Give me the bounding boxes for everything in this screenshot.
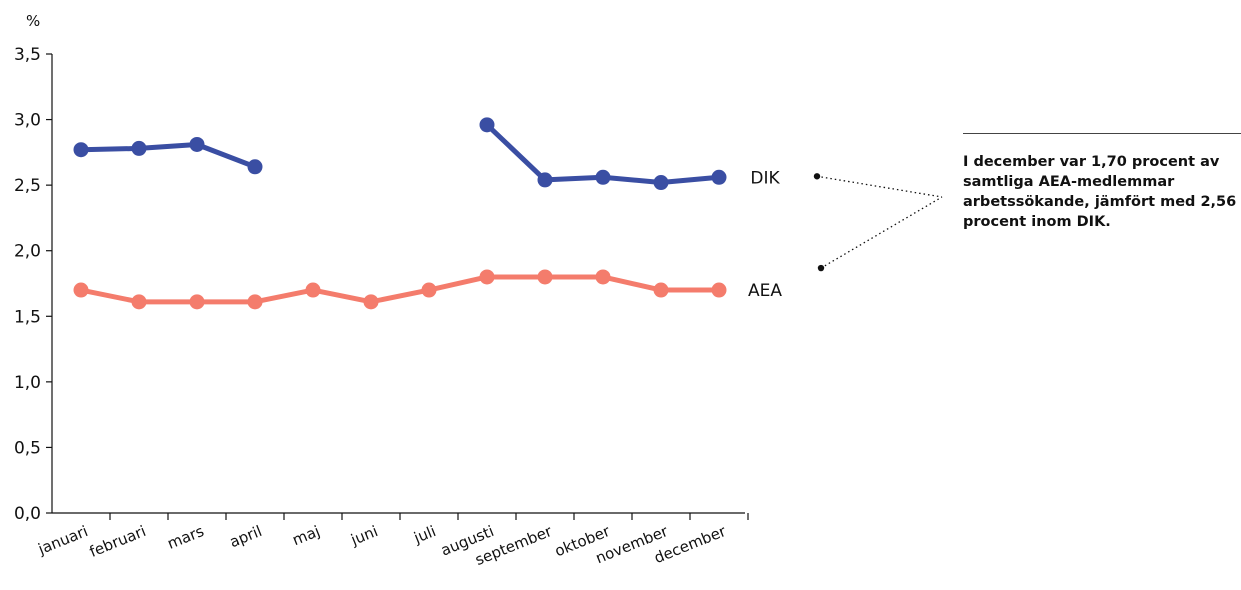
series-aea: AEA bbox=[73, 269, 782, 310]
data-point bbox=[653, 282, 669, 298]
data-point bbox=[363, 294, 379, 310]
data-point bbox=[247, 294, 263, 310]
data-point bbox=[421, 282, 437, 298]
y-tick-label: 0,5 bbox=[14, 438, 41, 458]
y-tick-label: 2,5 bbox=[14, 176, 41, 196]
data-point bbox=[479, 117, 495, 133]
x-tick-label: maj bbox=[290, 522, 323, 549]
y-tick-label: 2,0 bbox=[14, 242, 41, 262]
y-tick-label: 1,0 bbox=[14, 373, 41, 393]
series-line bbox=[78, 141, 258, 170]
data-point bbox=[711, 169, 727, 185]
y-tick-label: 0,0 bbox=[14, 504, 41, 524]
data-point bbox=[537, 269, 553, 285]
x-tick-label: januari bbox=[35, 522, 91, 559]
data-point bbox=[189, 136, 205, 152]
x-tick-label: april bbox=[227, 522, 265, 551]
annotation-text: I december var 1,70 procent av samtliga … bbox=[963, 154, 1237, 230]
data-point bbox=[73, 282, 89, 298]
x-tick-label: juli bbox=[410, 522, 438, 547]
x-tick-label: februari bbox=[87, 522, 149, 561]
y-tick-label: 3,5 bbox=[14, 45, 41, 65]
data-point bbox=[73, 142, 89, 158]
series-line bbox=[78, 274, 722, 305]
series-dik: DIK bbox=[73, 117, 780, 191]
y-axis: 0,0 0,5 1,0 1,5 2,0 2,5 3,0 3,5 bbox=[14, 45, 53, 524]
data-point bbox=[595, 269, 611, 285]
series-label: AEA bbox=[748, 281, 782, 301]
connector-line bbox=[820, 196, 943, 269]
data-point bbox=[479, 269, 495, 285]
connector-line bbox=[816, 175, 943, 198]
x-tick-label: mars bbox=[165, 522, 207, 553]
data-point bbox=[247, 159, 263, 175]
series-label: DIK bbox=[750, 168, 780, 188]
x-tick-label: juni bbox=[347, 522, 380, 549]
data-point bbox=[131, 140, 147, 156]
data-point bbox=[653, 175, 669, 191]
annotation-rule bbox=[963, 133, 1241, 134]
data-point bbox=[305, 282, 321, 298]
y-tick-label: 3,0 bbox=[14, 111, 41, 131]
series-layer: DIK AEA bbox=[73, 117, 782, 310]
data-point bbox=[595, 169, 611, 185]
data-point bbox=[711, 282, 727, 298]
annotation-connector bbox=[813, 173, 943, 272]
data-point bbox=[537, 172, 553, 188]
y-tick-label: 1,5 bbox=[14, 307, 41, 327]
data-point bbox=[131, 294, 147, 310]
y-unit-label: % bbox=[26, 12, 40, 30]
data-point bbox=[189, 294, 205, 310]
